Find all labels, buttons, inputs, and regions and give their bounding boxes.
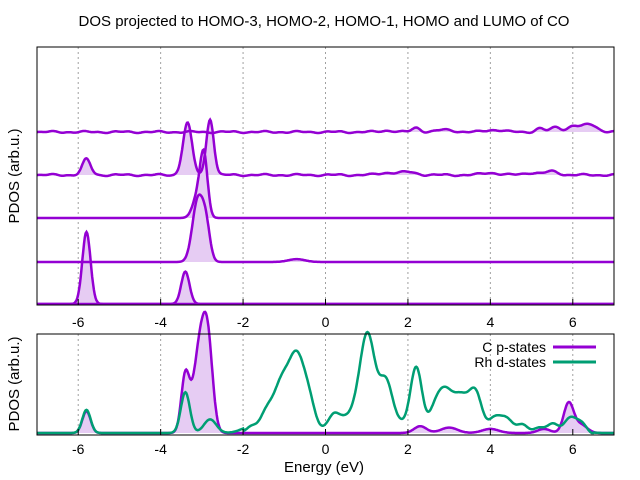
lower-series-1-line bbox=[37, 330, 614, 435]
upper-panel: -6 -4 -2 0 2 4 6 PDOS (arb.u.) bbox=[6, 46, 615, 330]
x-tick-label: 0 bbox=[322, 314, 330, 330]
x-axis-label: Energy (eV) bbox=[284, 459, 364, 476]
x-tick-label: -6 bbox=[72, 441, 85, 457]
upper-series-3-line bbox=[36, 117, 615, 178]
x-tick-label: 2 bbox=[404, 441, 412, 457]
x-tick-label: -2 bbox=[237, 314, 250, 330]
x-tick-label: -6 bbox=[72, 314, 85, 330]
x-tick-label: 2 bbox=[404, 314, 412, 330]
lower-ticks: -6 -4 -2 0 2 4 6 bbox=[72, 429, 577, 457]
x-tick-label: -4 bbox=[154, 314, 167, 330]
x-tick-label: -4 bbox=[154, 441, 167, 457]
chart-title: DOS projected to HOMO-3, HOMO-2, HOMO-1,… bbox=[79, 13, 570, 30]
upper-series-1-line bbox=[37, 193, 614, 264]
upper-ylabel: PDOS (arb.u.) bbox=[6, 128, 23, 223]
x-tick-label: 6 bbox=[569, 314, 577, 330]
x-tick-label: -2 bbox=[237, 441, 250, 457]
upper-series-4-line bbox=[36, 122, 614, 135]
lower-panel: -6 -4 -2 0 2 4 6 PDOS (arb.u.) Energy (eV) C p… bbox=[6, 310, 615, 476]
legend: C p-states Rh d-states bbox=[474, 339, 596, 370]
x-tick-label: 4 bbox=[486, 441, 494, 457]
legend-label-rh-d: Rh d-states bbox=[474, 354, 546, 370]
upper-frame bbox=[36, 46, 615, 306]
lower-ylabel: PDOS (arb.u.) bbox=[6, 336, 23, 431]
x-tick-label: 6 bbox=[569, 441, 577, 457]
legend-label-c-p: C p-states bbox=[482, 339, 546, 355]
upper-ticks: -6 -4 -2 0 2 4 6 bbox=[72, 299, 577, 330]
x-tick-label: 4 bbox=[486, 314, 494, 330]
upper-series-2-line bbox=[37, 147, 614, 220]
lower-grid bbox=[77, 334, 574, 435]
x-tick-label: 0 bbox=[322, 441, 330, 457]
